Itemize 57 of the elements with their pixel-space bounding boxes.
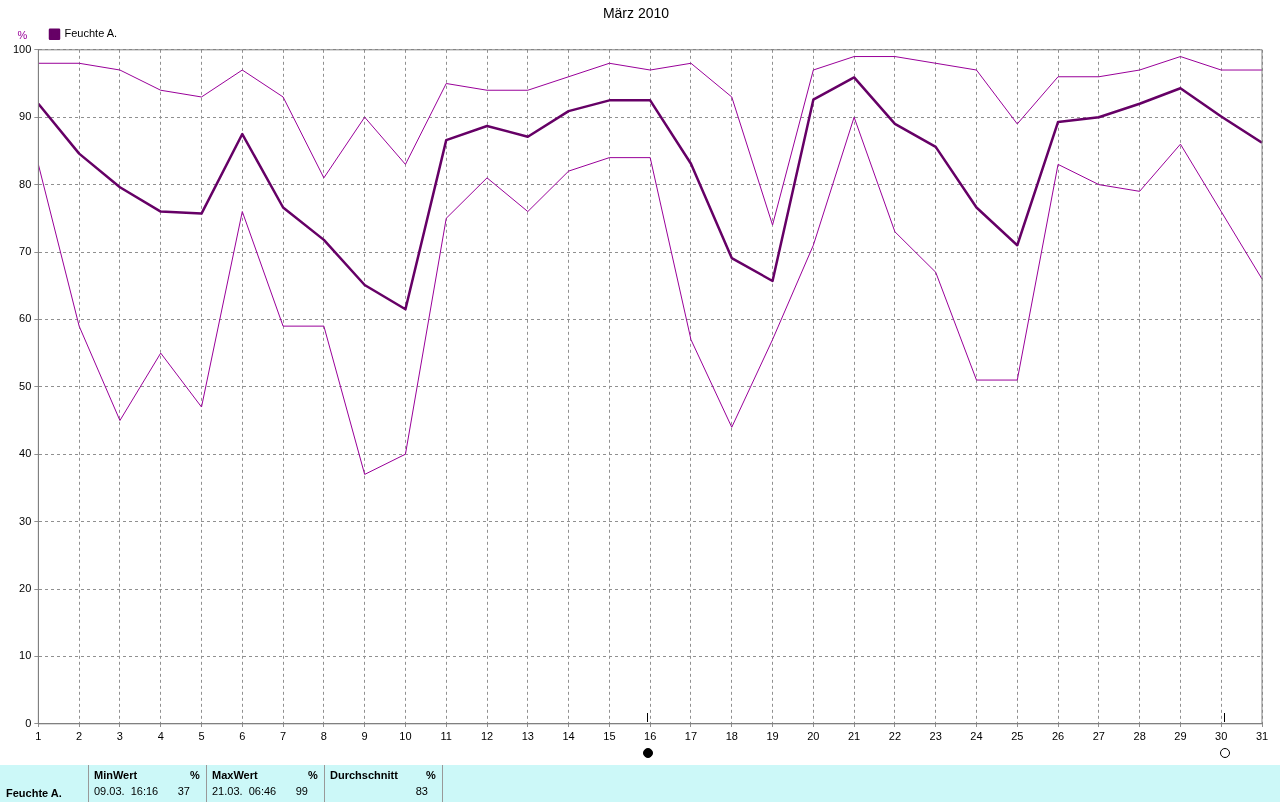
x-tick-label: 6 <box>239 730 246 743</box>
y-tick-label: 80 <box>19 177 32 190</box>
y-tick-label: 100 <box>12 42 32 55</box>
x-tick-label: 15 <box>603 730 616 743</box>
text: 21.03. 06:46 <box>212 785 277 797</box>
text: 09.03. 16:16 <box>94 785 159 797</box>
y-tick-label: 50 <box>19 379 32 392</box>
x-tick-label: 29 <box>1174 730 1187 743</box>
y-tick-label: 90 <box>19 110 32 123</box>
text: 99 <box>295 785 308 797</box>
y-tick-label: 0 <box>25 716 32 729</box>
x-tick-label: 13 <box>521 730 534 743</box>
text: Durchschnitt <box>330 769 398 781</box>
x-tick-label: 10 <box>399 730 412 743</box>
x-tick-label: 4 <box>157 730 164 743</box>
x-tick-label: 20 <box>807 730 820 743</box>
text: Feuchte A. <box>6 787 62 799</box>
y-axis-title: % <box>17 28 28 41</box>
x-tick-label: 25 <box>1011 730 1024 743</box>
text: % <box>190 769 200 781</box>
text: MaxWert <box>212 769 258 781</box>
x-tick-label: 19 <box>766 730 779 743</box>
y-tick-label: 10 <box>19 649 32 662</box>
x-tick-label: 12 <box>480 730 494 743</box>
x-tick-label: 30 <box>1215 730 1228 743</box>
y-tick-label: 40 <box>19 447 32 460</box>
x-tick-label: 3 <box>116 730 123 743</box>
x-tick-label: 28 <box>1133 730 1146 743</box>
x-tick-label: 7 <box>280 730 287 743</box>
y-tick-label: 60 <box>19 312 32 325</box>
y-tick-label: 30 <box>19 514 32 527</box>
x-tick-label: 23 <box>929 730 942 743</box>
x-tick-label: 22 <box>888 730 902 743</box>
text: 37 <box>177 785 190 797</box>
text: % <box>308 769 318 781</box>
x-tick-label: 31 <box>1255 730 1269 743</box>
y-tick-label: 70 <box>19 245 32 258</box>
x-tick-label: 14 <box>562 730 575 743</box>
x-tick-label: 8 <box>320 730 327 743</box>
x-tick-label: 27 <box>1092 730 1105 743</box>
x-tick-label: 26 <box>1051 730 1065 743</box>
x-tick-label: 1 <box>35 730 42 743</box>
text: % <box>426 769 436 781</box>
x-tick-label: 18 <box>725 730 738 743</box>
x-tick-label: 5 <box>198 730 205 743</box>
x-tick-label: 24 <box>970 730 983 743</box>
y-tick-label: 20 <box>19 582 32 595</box>
legend-label: Feuchte A. <box>64 27 118 40</box>
chart-title: März 2010 <box>602 5 670 22</box>
x-tick-label: 17 <box>684 730 698 743</box>
text: 83 <box>414 785 428 797</box>
x-tick-label: 16 <box>644 730 657 743</box>
x-tick-label: 11 <box>440 730 452 743</box>
x-tick-label: 2 <box>76 730 83 743</box>
x-tick-label: 21 <box>847 730 861 743</box>
text: MinWert <box>94 769 138 781</box>
x-tick-label: 9 <box>361 730 368 743</box>
